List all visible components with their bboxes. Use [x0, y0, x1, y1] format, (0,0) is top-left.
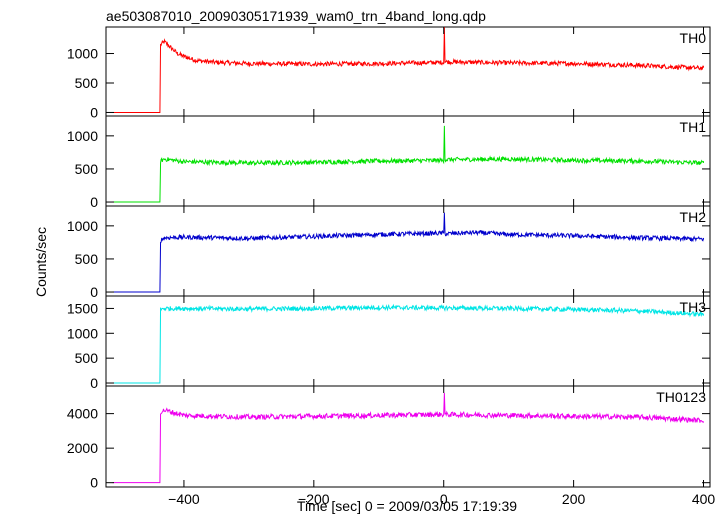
panel-label-TH0123: TH0123	[656, 389, 706, 405]
y-tick-label-TH3-0: 0	[90, 375, 98, 391]
y-axis-label: Counts/sec	[33, 227, 49, 297]
series-line-TH1	[112, 125, 705, 203]
y-tick-label-TH0123-0: 0	[90, 475, 98, 491]
x-tick-label--200: −200	[298, 491, 330, 507]
y-tick-label-TH0-500: 500	[75, 75, 99, 91]
y-tick-label-TH3-500: 500	[75, 350, 99, 366]
panel-frame-TH0	[105, 26, 711, 117]
x-tick-label--400: −400	[168, 491, 200, 507]
y-tick-label-TH3-1000: 1000	[67, 325, 98, 341]
y-tick-label-TH1-500: 500	[75, 161, 99, 177]
y-tick-label-TH2-0: 0	[90, 284, 98, 300]
series-line-TH3	[112, 303, 705, 384]
series-line-TH0	[112, 26, 705, 113]
panel-label-TH1: TH1	[680, 119, 707, 135]
panel-label-TH0: TH0	[680, 30, 707, 46]
x-tick-label-200: 200	[562, 491, 586, 507]
panel-frame-TH0123	[105, 385, 711, 488]
y-tick-label-TH0-1000: 1000	[67, 46, 98, 62]
x-axis-label: Time [sec] 0 = 2009/03/05 17:19:39	[297, 498, 517, 514]
plot-area: 0 500 1000 TH0 0 500 1000 TH1 0 500 1000 TH2 0 500 100…	[67, 26, 716, 507]
y-tick-label-TH0-0: 0	[90, 104, 98, 120]
chart-title: ae503087010_20090305171939_wam0_trn_4ban…	[106, 8, 486, 24]
series-line-TH2	[112, 212, 705, 293]
x-tick-label-0: 0	[440, 491, 448, 507]
y-tick-label-TH0123-2000: 2000	[67, 440, 98, 456]
y-tick-label-TH0123-4000: 4000	[67, 406, 98, 422]
series-line-TH0123	[112, 392, 705, 484]
x-tick-label-400: 400	[692, 491, 716, 507]
panel-label-TH3: TH3	[680, 299, 707, 315]
panel-label-TH2: TH2	[680, 209, 707, 225]
y-tick-label-TH1-1000: 1000	[67, 128, 98, 144]
y-tick-label-TH2-1000: 1000	[67, 218, 98, 234]
y-tick-label-TH2-500: 500	[75, 251, 99, 267]
panel-frame-TH2	[105, 205, 711, 297]
y-tick-label-TH1-0: 0	[90, 194, 98, 210]
y-tick-label-TH3-1500: 1500	[67, 300, 98, 316]
